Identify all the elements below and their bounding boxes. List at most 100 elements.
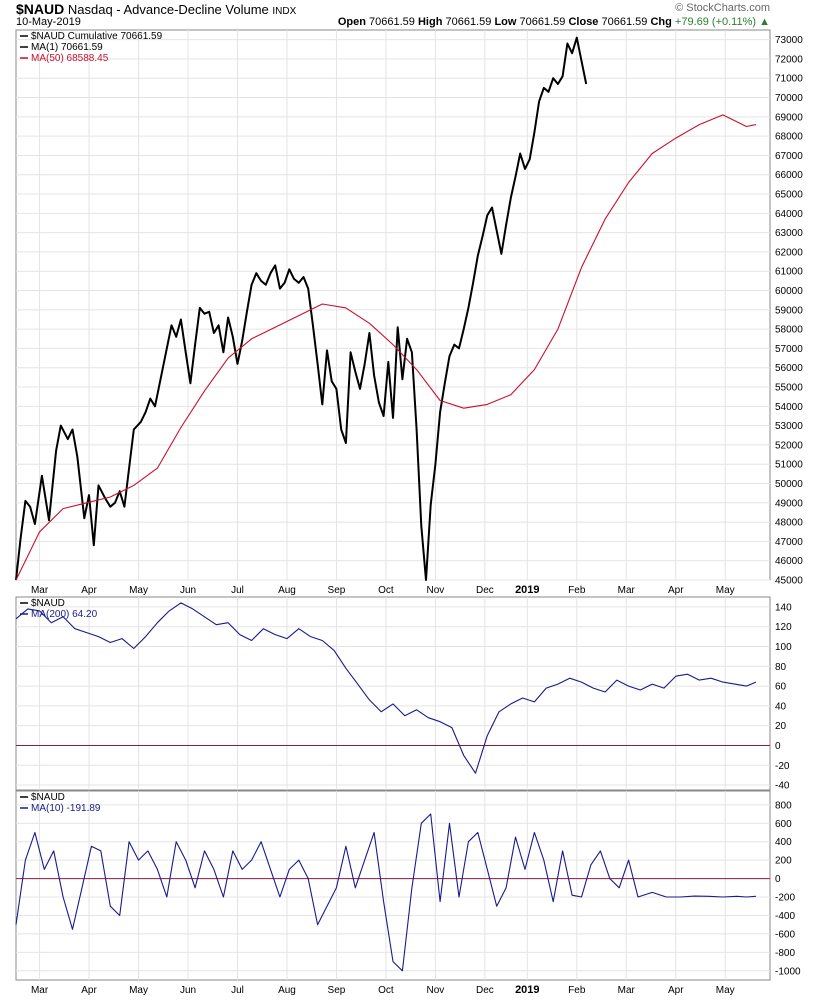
y-tick-label: 71000 — [775, 74, 803, 85]
y-tick-label: 100 — [775, 642, 792, 653]
high-value: 70661.59 — [445, 16, 492, 28]
x-tick-label: Apr — [668, 585, 684, 596]
y-tick-label: 45000 — [775, 576, 803, 587]
y-tick-label: 20 — [775, 721, 787, 732]
x-tick-label: May — [129, 585, 148, 596]
y-tick-label: -400 — [775, 911, 795, 922]
x-tick-label: Oct — [378, 985, 394, 996]
series-line-ma-200- — [15, 602, 757, 774]
y-tick-label: 40 — [775, 701, 787, 712]
y-tick-label: 200 — [775, 856, 792, 867]
chart-date: 10-May-2019 — [16, 16, 81, 28]
y-tick-label: 54000 — [775, 402, 803, 413]
y-tick-label: 68000 — [775, 132, 803, 143]
y-tick-label: 0 — [775, 874, 781, 885]
y-tick-label: -800 — [775, 948, 795, 959]
legend-entry: MA(200) 64.20 — [31, 609, 98, 620]
y-tick-label: 49000 — [775, 498, 803, 509]
y-tick-label: 62000 — [775, 247, 803, 258]
y-tick-label: 64000 — [775, 209, 803, 220]
x-tick-label: 2019 — [515, 584, 539, 596]
x-tick-label: Jul — [231, 985, 244, 996]
legend-entry: MA(1) 70661.59 — [31, 42, 103, 53]
y-tick-label: 61000 — [775, 267, 803, 278]
panel-bottom: -1000-800-600-400-2000200400600800$NAUDM… — [15, 790, 801, 996]
legend-entry: MA(50) 68588.45 — [31, 53, 109, 64]
y-tick-label: -1000 — [775, 966, 801, 977]
y-tick-label: 65000 — [775, 190, 803, 201]
y-tick-label: 53000 — [775, 421, 803, 432]
open-value: 70661.59 — [369, 16, 415, 28]
x-tick-label: Dec — [476, 585, 494, 596]
chg-label: Chg — [650, 16, 672, 28]
y-tick-label: -600 — [775, 929, 795, 940]
x-tick-label: Oct — [378, 585, 394, 596]
panel-frame — [15, 790, 771, 981]
x-tick-label: 2019 — [515, 984, 539, 996]
y-tick-label: 80 — [775, 662, 787, 673]
x-tick-label: Jun — [180, 985, 196, 996]
y-tick-label: 800 — [775, 800, 792, 811]
x-tick-label: Mar — [618, 585, 636, 596]
x-tick-label: Apr — [81, 985, 97, 996]
y-tick-label: -200 — [775, 893, 795, 904]
x-tick-label: May — [716, 985, 735, 996]
panel-main: 45000 46000 47000 48000 49000 50000 51000 52000… — [15, 29, 803, 596]
panel-frame — [15, 29, 771, 581]
x-tick-label: Aug — [278, 585, 296, 596]
x-tick-label: Mar — [31, 585, 49, 596]
y-tick-label: 46000 — [775, 556, 803, 567]
brand-watermark: © StockCharts.com — [675, 2, 770, 14]
chart-header: $NAUD Nasdaq - Advance-Decline Volume IN… — [0, 0, 820, 30]
high-label: High — [417, 16, 443, 28]
low-value: 70661.59 — [519, 16, 566, 28]
x-tick-label: Nov — [427, 985, 445, 996]
x-tick-label: Apr — [81, 585, 97, 596]
y-tick-label: 60 — [775, 682, 787, 693]
legend-entry: $NAUD Cumulative 70661.59 — [31, 31, 163, 42]
x-tick-label: May — [716, 585, 735, 596]
y-tick-label: 67000 — [775, 151, 803, 162]
x-tick-label: Mar — [31, 985, 49, 996]
y-tick-label: 120 — [775, 622, 792, 633]
series-line--naud-cumulative — [15, 36, 588, 581]
x-tick-label: Sep — [328, 585, 346, 596]
y-tick-label: 57000 — [775, 344, 803, 355]
description: Nasdaq - Advance-Decline Volume — [67, 2, 269, 17]
x-tick-label: Jun — [180, 585, 196, 596]
y-tick-label: 0 — [775, 741, 781, 752]
series-line-ma-50- — [15, 114, 757, 581]
y-tick-label: 66000 — [775, 170, 803, 181]
x-tick-label: Feb — [568, 585, 586, 596]
quote-summary: Open 70661.59 High 70661.59 Low 70661.59… — [338, 16, 770, 28]
chart-title: $NAUD Nasdaq - Advance-Decline Volume IN… — [16, 1, 296, 17]
close-label: Close — [568, 16, 599, 28]
y-tick-label: 60000 — [775, 286, 803, 297]
y-tick-label: 59000 — [775, 305, 803, 316]
legend-entry: $NAUD — [31, 598, 65, 609]
y-tick-label: -40 — [775, 781, 790, 792]
y-tick-label: 55000 — [775, 383, 803, 394]
x-tick-label: Mar — [618, 985, 636, 996]
legend-entry: $NAUD — [31, 792, 65, 803]
x-tick-label: Jul — [231, 585, 244, 596]
y-tick-label: 56000 — [775, 363, 803, 374]
exchange: INDX — [272, 6, 297, 17]
x-tick-label: Dec — [476, 985, 494, 996]
y-tick-label: 140 — [775, 602, 792, 613]
y-tick-label: 58000 — [775, 325, 803, 336]
symbol: $NAUD — [16, 1, 65, 17]
y-tick-label: 400 — [775, 837, 792, 848]
y-tick-label: -20 — [775, 761, 790, 772]
panel-frame — [15, 596, 771, 791]
y-tick-label: 51000 — [775, 460, 803, 471]
x-tick-label: May — [129, 985, 148, 996]
series-line-ma-10- — [15, 813, 756, 972]
y-tick-label: 70000 — [775, 93, 803, 104]
x-tick-label: Feb — [568, 985, 586, 996]
up-triangle-icon: ▲ — [759, 16, 770, 28]
x-tick-label: Aug — [278, 985, 296, 996]
y-tick-label: 52000 — [775, 440, 803, 451]
